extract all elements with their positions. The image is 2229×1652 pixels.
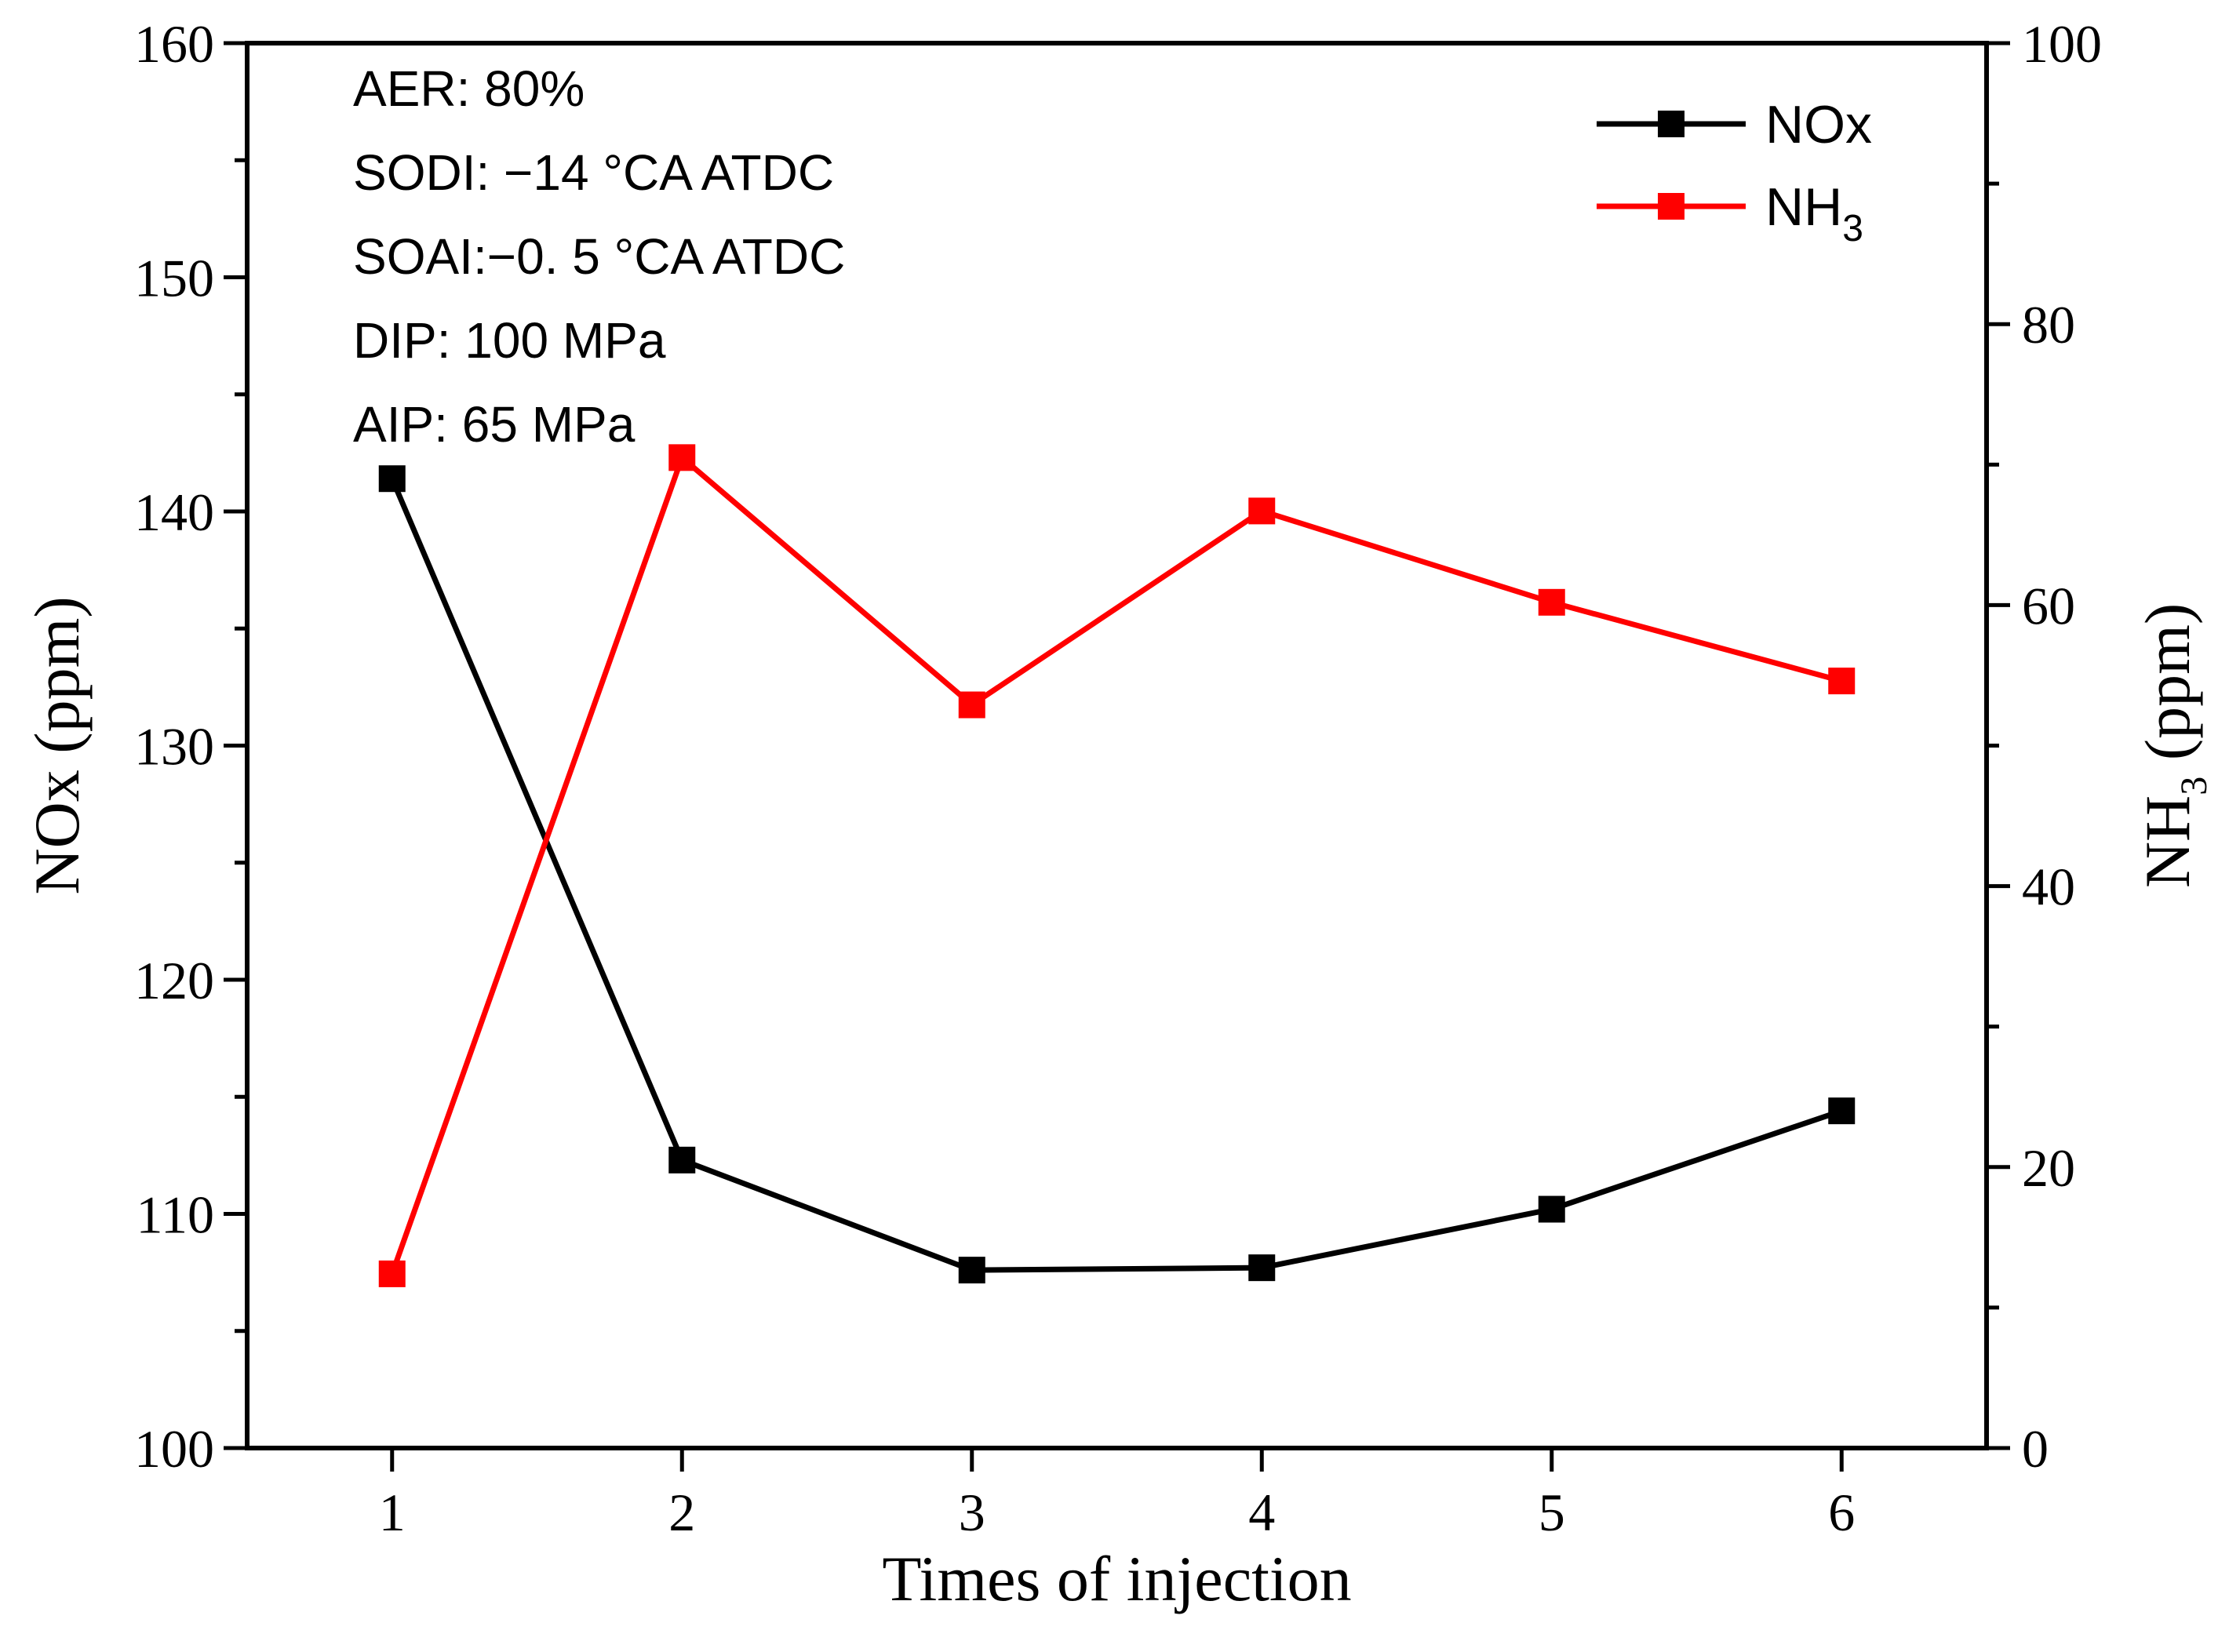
data-point-NOx	[378, 465, 406, 493]
y-left-tick-label: 130	[134, 717, 214, 777]
x-tick-label: 1	[379, 1483, 406, 1542]
x-tick-label: 2	[668, 1483, 695, 1542]
series-line-NOx	[389, 477, 1843, 1273]
y-right-title-suffix: (ppm)	[2132, 603, 2203, 777]
y-right-tick-label: 60	[2022, 576, 2075, 635]
y-right-tick-label: 80	[2022, 295, 2075, 355]
data-point-NH3	[958, 691, 985, 719]
data-point-NOx	[958, 1257, 985, 1284]
annotation-line: SOAI:−0. 5 °CA ATDC	[353, 228, 845, 285]
annotation-layer: AER: 80% SODI: −14 °CA ATDC SOAI:−0. 5 °CA…	[353, 60, 845, 453]
legend-label-sub: 3	[1842, 208, 1863, 249]
data-point-NH3	[378, 1260, 406, 1287]
legend-label-main: NH	[1765, 177, 1842, 237]
legend-label-NH3: NH3	[1765, 177, 1863, 249]
y-left-tick-label: 150	[134, 249, 214, 308]
annotation-line: AER: 80%	[353, 60, 585, 117]
y-right-tick-label: 20	[2022, 1138, 2075, 1198]
data-point-NH3	[668, 444, 696, 471]
axes-layer: 1 2 3 4 5 6 100 110 120 130 140 150 160 0 20 40 60 80 100 T…	[21, 14, 2215, 1614]
annotation-line: AIP: 65 MPa	[353, 396, 636, 453]
legend-label-main: NOx	[1765, 95, 1872, 155]
legend-marker-NOx	[1658, 111, 1684, 137]
data-point-NH3	[1248, 497, 1276, 525]
y-left-tick-label: 100	[134, 1419, 214, 1479]
data-point-NOx	[1538, 1195, 1565, 1223]
series-layer	[378, 444, 1856, 1287]
legend: NOx NH3	[1597, 95, 1872, 249]
annotation-line: SODI: −14 °CA ATDC	[353, 144, 834, 201]
y-left-tick-label: 160	[134, 14, 214, 74]
data-point-NH3	[1828, 668, 1856, 695]
y-right-title-main: NH	[2132, 795, 2203, 888]
x-tick-label: 4	[1248, 1483, 1275, 1542]
y-right-axis-title: NH3 (ppm)	[2132, 603, 2215, 888]
y-left-tick-label: 110	[137, 1185, 214, 1245]
y-left-tick-label: 140	[134, 482, 214, 542]
y-left-axis-title: NOx (ppm)	[21, 596, 93, 894]
data-point-NOx	[1828, 1097, 1856, 1125]
legend-marker-NH3	[1658, 193, 1684, 220]
y-right-tick-label: 0	[2022, 1419, 2049, 1479]
y-right-tick-label: 100	[2022, 14, 2102, 74]
x-tick-label: 3	[959, 1483, 985, 1542]
data-point-NOx	[1248, 1254, 1276, 1282]
y-right-tick-label: 40	[2022, 857, 2075, 917]
annotation-line: DIP: 100 MPa	[353, 312, 666, 369]
y-right-title-sub: 3	[2173, 777, 2215, 795]
x-tick-label: 5	[1539, 1483, 1565, 1542]
y-left-tick-label: 120	[134, 951, 214, 1010]
x-axis-title: Times of injection	[882, 1543, 1351, 1614]
x-tick-label: 6	[1828, 1483, 1855, 1542]
data-point-NH3	[1538, 588, 1565, 616]
data-point-NOx	[668, 1146, 696, 1174]
series-line-NH3	[389, 454, 1843, 1275]
legend-label-NOx: NOx	[1765, 95, 1872, 155]
